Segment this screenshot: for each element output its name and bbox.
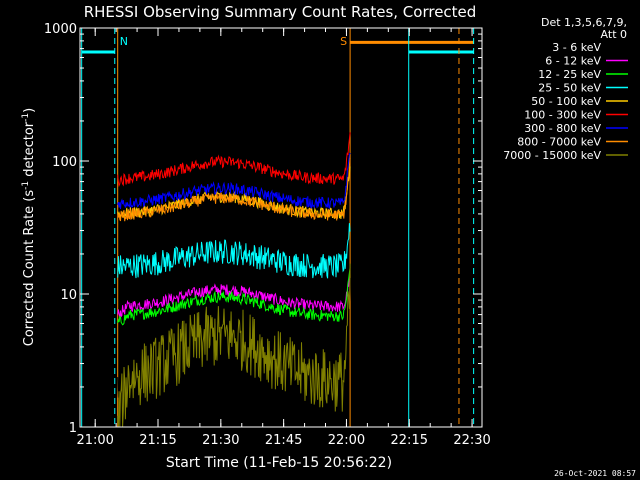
- legend-header: Det 1,3,5,6,7,9,: [541, 16, 627, 29]
- series-line: [117, 267, 351, 326]
- x-tick-label: 21:00: [76, 433, 113, 448]
- x-axis-label: Start Time (11-Feb-15 20:56:22): [166, 455, 392, 471]
- marker-label: S: [340, 35, 347, 48]
- plot-frame: [79, 27, 483, 428]
- legend-label: 25 - 50 keV: [538, 82, 601, 95]
- y-tick-label: 1: [69, 421, 77, 436]
- series-line: [117, 157, 351, 222]
- y-axis-label: Corrected Count Rate (s-1 detector-1): [21, 108, 37, 346]
- y-tick-label: 100: [52, 155, 77, 170]
- marker-label: N: [120, 35, 128, 48]
- x-tick-label: 21:45: [265, 433, 302, 448]
- series-line: [117, 263, 351, 428]
- legend-label: 6 - 12 keV: [545, 55, 601, 68]
- y-tick-label: 1000: [44, 22, 77, 37]
- x-tick-label: 22:30: [453, 433, 490, 448]
- chart-title: RHESSI Observing Summary Count Rates, Co…: [84, 3, 477, 21]
- legend-label: 3 - 6 keV: [552, 41, 601, 54]
- legend-label: 100 - 300 keV: [524, 109, 601, 122]
- legend-label: 300 - 800 keV: [524, 122, 601, 135]
- footer-timestamp: 26-Oct-2021 08:57: [554, 469, 636, 478]
- legend-label: 7000 - 15000 keV: [503, 149, 601, 162]
- legend-label: 12 - 25 keV: [538, 68, 601, 81]
- x-tick-label: 22:00: [328, 433, 365, 448]
- series-line: [117, 223, 351, 279]
- x-tick-label: 21:15: [139, 433, 176, 448]
- x-tick-label: 22:15: [391, 433, 428, 448]
- legend-header: Att 0: [601, 28, 627, 41]
- series-line: [117, 271, 351, 319]
- legend-label: 800 - 7000 keV: [517, 136, 601, 149]
- x-tick-label: 21:30: [202, 433, 239, 448]
- legend-label: 50 - 100 keV: [531, 95, 601, 108]
- y-tick-label: 10: [60, 288, 77, 303]
- series-line: [117, 152, 351, 210]
- series-line: [117, 132, 351, 188]
